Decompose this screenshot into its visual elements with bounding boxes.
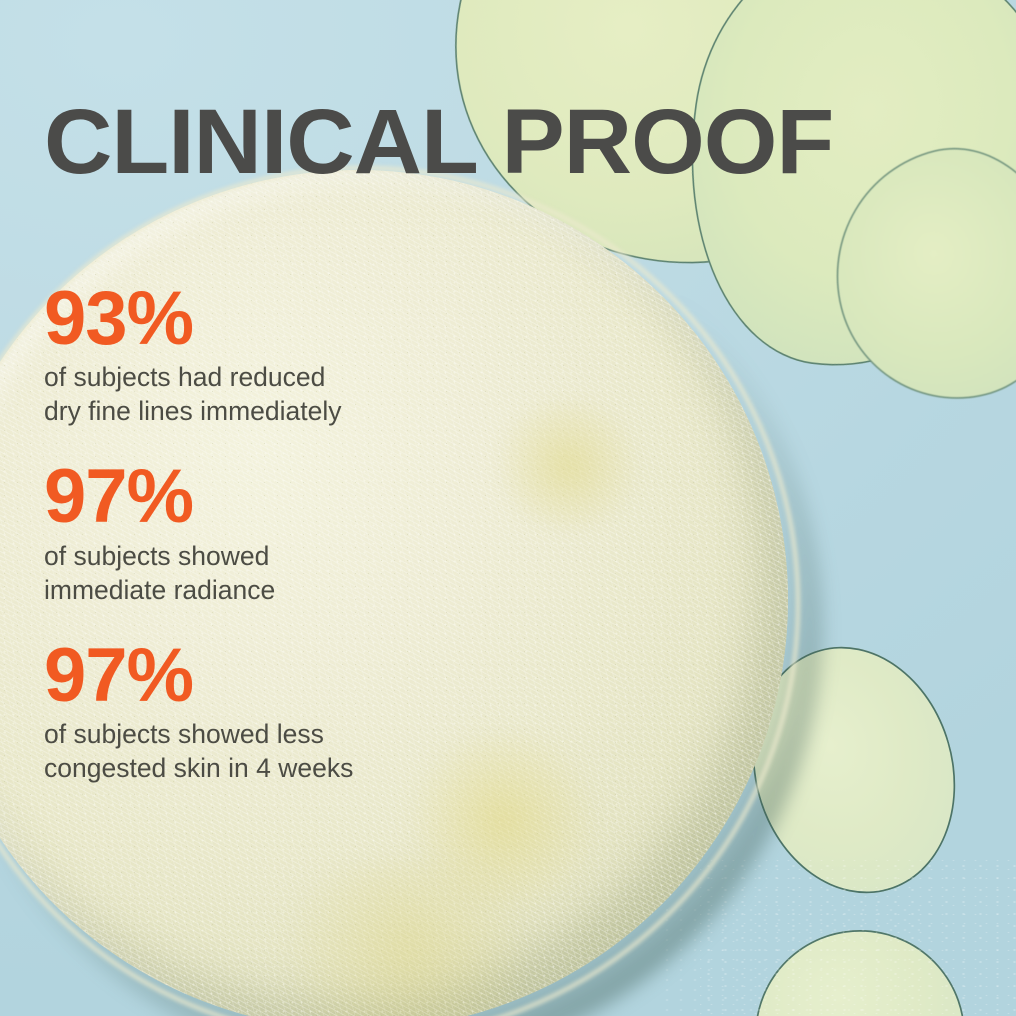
stat-value: 93% [44,276,194,361]
stat-description: of subjects showed less congested skin i… [44,719,354,784]
stat-description: of subjects showed immediate radiance [44,540,276,605]
stat-value: 97% [44,632,194,718]
cotton-pad [0,170,788,1016]
stat-value: 97% [44,454,194,540]
stats-list: 93% of subjects had reduced dry fine lin… [44,276,514,785]
water-droplet-texture [700,860,1016,1016]
stat-item: 93% of subjects had reduced dry fine lin… [44,276,514,428]
cotton-pad-stain-c [258,860,558,1016]
stat-item: 97% of subjects showed immediate radianc… [44,454,514,606]
page-title: CLINICAL PROOF [44,91,834,193]
stat-item: 97% of subjects showed less congested sk… [44,632,514,785]
cotton-pad-speckle [0,170,788,1016]
stat-description: of subjects had reduced dry fine lines i… [44,362,342,427]
cotton-pad-fiber-texture [0,170,788,1016]
cotton-pad-stain-b [398,730,608,910]
cotton-pad-stain-a [488,400,648,530]
